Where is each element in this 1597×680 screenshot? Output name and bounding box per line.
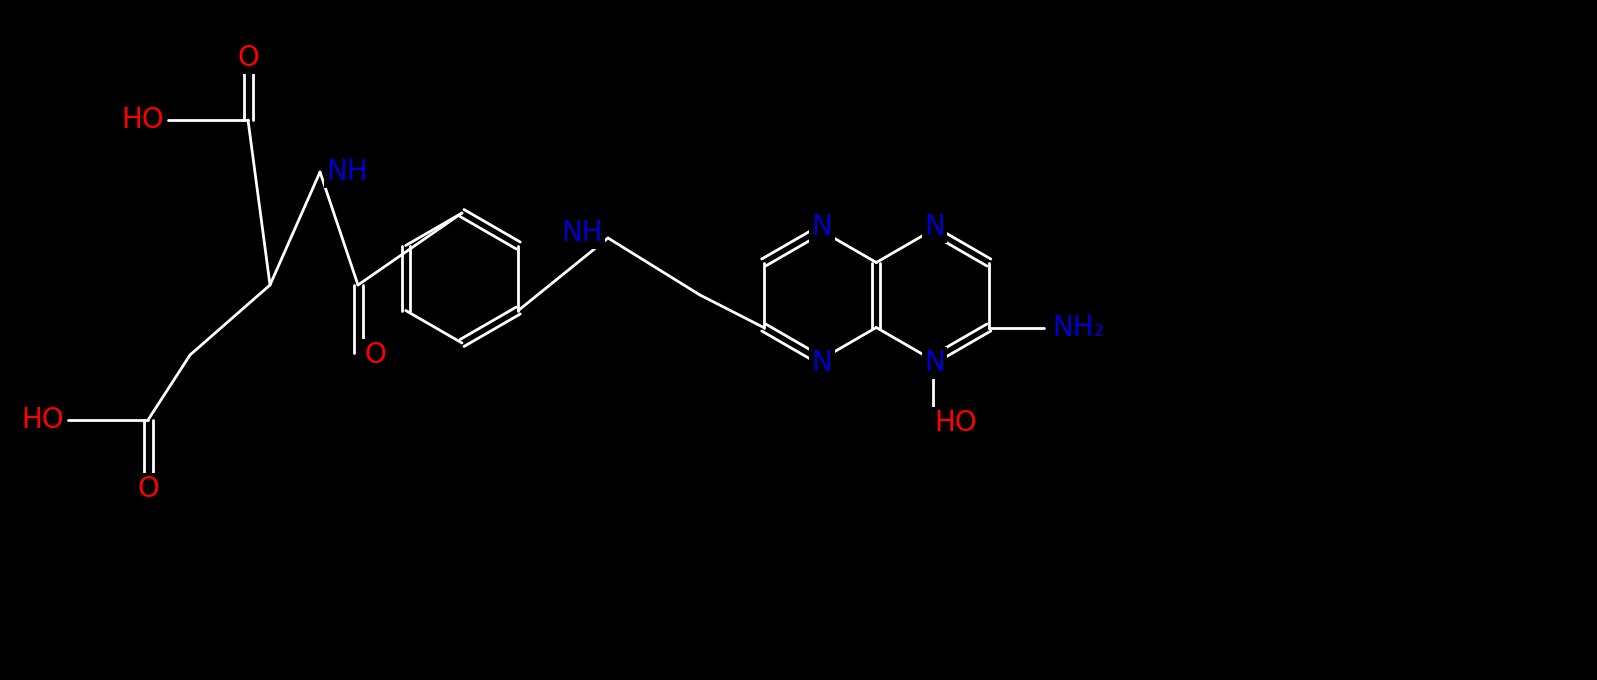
Text: N: N: [811, 349, 832, 377]
Text: O: O: [236, 44, 259, 72]
Text: HO: HO: [121, 106, 164, 134]
Text: NH: NH: [326, 158, 367, 186]
Text: HO: HO: [21, 406, 64, 434]
Text: N: N: [925, 349, 945, 377]
Text: O: O: [137, 475, 158, 503]
Text: N: N: [811, 213, 832, 241]
Text: N: N: [925, 213, 945, 241]
Text: O: O: [364, 341, 386, 369]
Text: HO: HO: [934, 409, 977, 437]
Text: NH₂: NH₂: [1052, 313, 1105, 341]
Text: NH: NH: [562, 219, 604, 247]
